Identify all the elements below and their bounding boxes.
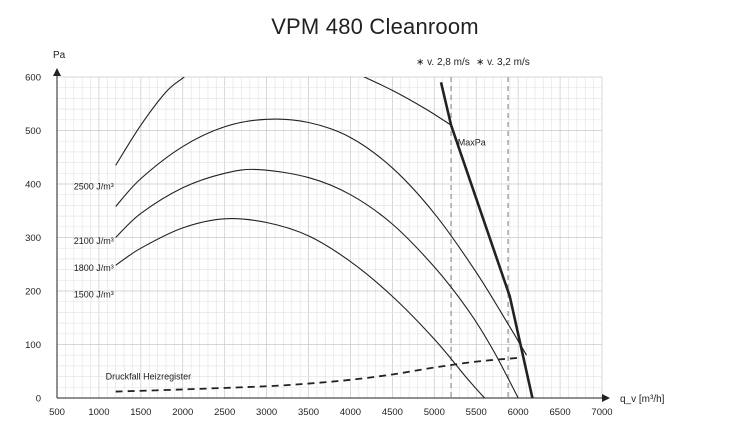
series-druckfall-heizregister — [115, 356, 519, 393]
x-axis-label: q_v [m³/h] — [620, 394, 665, 405]
series-maxpa — [439, 82, 534, 399]
tick-labels: 500 1000 1500 2000 2500 3000 3500 4000 4500 5000 5… — [25, 73, 612, 419]
x-tick-label: 1000 — [88, 407, 109, 418]
x-tick-label: 3500 — [298, 407, 319, 418]
velocity-label: ∗ v. 2,8 m/s — [416, 57, 470, 68]
x-tick-label: 500 — [49, 407, 65, 418]
velocity-label: ∗ v. 3,2 m/s — [476, 57, 530, 68]
annotation-label: MaxPa — [458, 137, 486, 147]
x-tick-label: 6500 — [550, 407, 571, 418]
annotation-label: 2500 J/m³ — [74, 182, 114, 192]
chart-title: VPM 480 Cleanroom — [271, 14, 479, 39]
y-axis-label: Pa — [53, 50, 66, 61]
y-tick-label: 0 — [36, 394, 41, 405]
x-tick-label: 4000 — [340, 407, 361, 418]
annotation-label: 1500 J/m³ — [74, 290, 114, 300]
series-1500-j-m — [115, 218, 486, 399]
y-axis-arrow — [53, 68, 61, 76]
x-tick-label: 1500 — [130, 407, 151, 418]
y-tick-label: 500 — [25, 126, 41, 137]
annotation-label: 1800 J/m³ — [74, 263, 114, 273]
x-tick-label: 2500 — [214, 407, 235, 418]
x-tick-label: 7000 — [591, 407, 612, 418]
y-tick-label: 100 — [25, 340, 41, 351]
y-tick-label: 400 — [25, 180, 41, 191]
series-2500-j-m-upper — [363, 77, 452, 126]
series-2500-j-m — [115, 77, 185, 166]
annotation-label: Druckfall Heizregister — [106, 372, 192, 382]
series-2100-j-m — [115, 118, 528, 356]
series-1800-j-m — [115, 168, 519, 399]
x-tick-label: 6000 — [508, 407, 529, 418]
x-tick-label: 2000 — [172, 407, 193, 418]
x-axis-arrow — [602, 394, 610, 402]
y-tick-label: 300 — [25, 233, 41, 244]
fan-curves — [115, 77, 534, 399]
annotation-label: 2100 J/m³ — [74, 236, 114, 246]
x-tick-label: 5000 — [424, 407, 445, 418]
x-tick-label: 3000 — [256, 407, 277, 418]
x-tick-label: 4500 — [382, 407, 403, 418]
annotations: Pa q_v [m³/h] ∗ v. 2,8 m/s ∗ v. 3,2 m/s 2500… — [53, 50, 665, 405]
grid — [56, 76, 603, 399]
x-tick-label: 5500 — [466, 407, 487, 418]
y-tick-label: 200 — [25, 287, 41, 298]
axes — [53, 68, 610, 402]
y-tick-label: 600 — [25, 73, 41, 84]
